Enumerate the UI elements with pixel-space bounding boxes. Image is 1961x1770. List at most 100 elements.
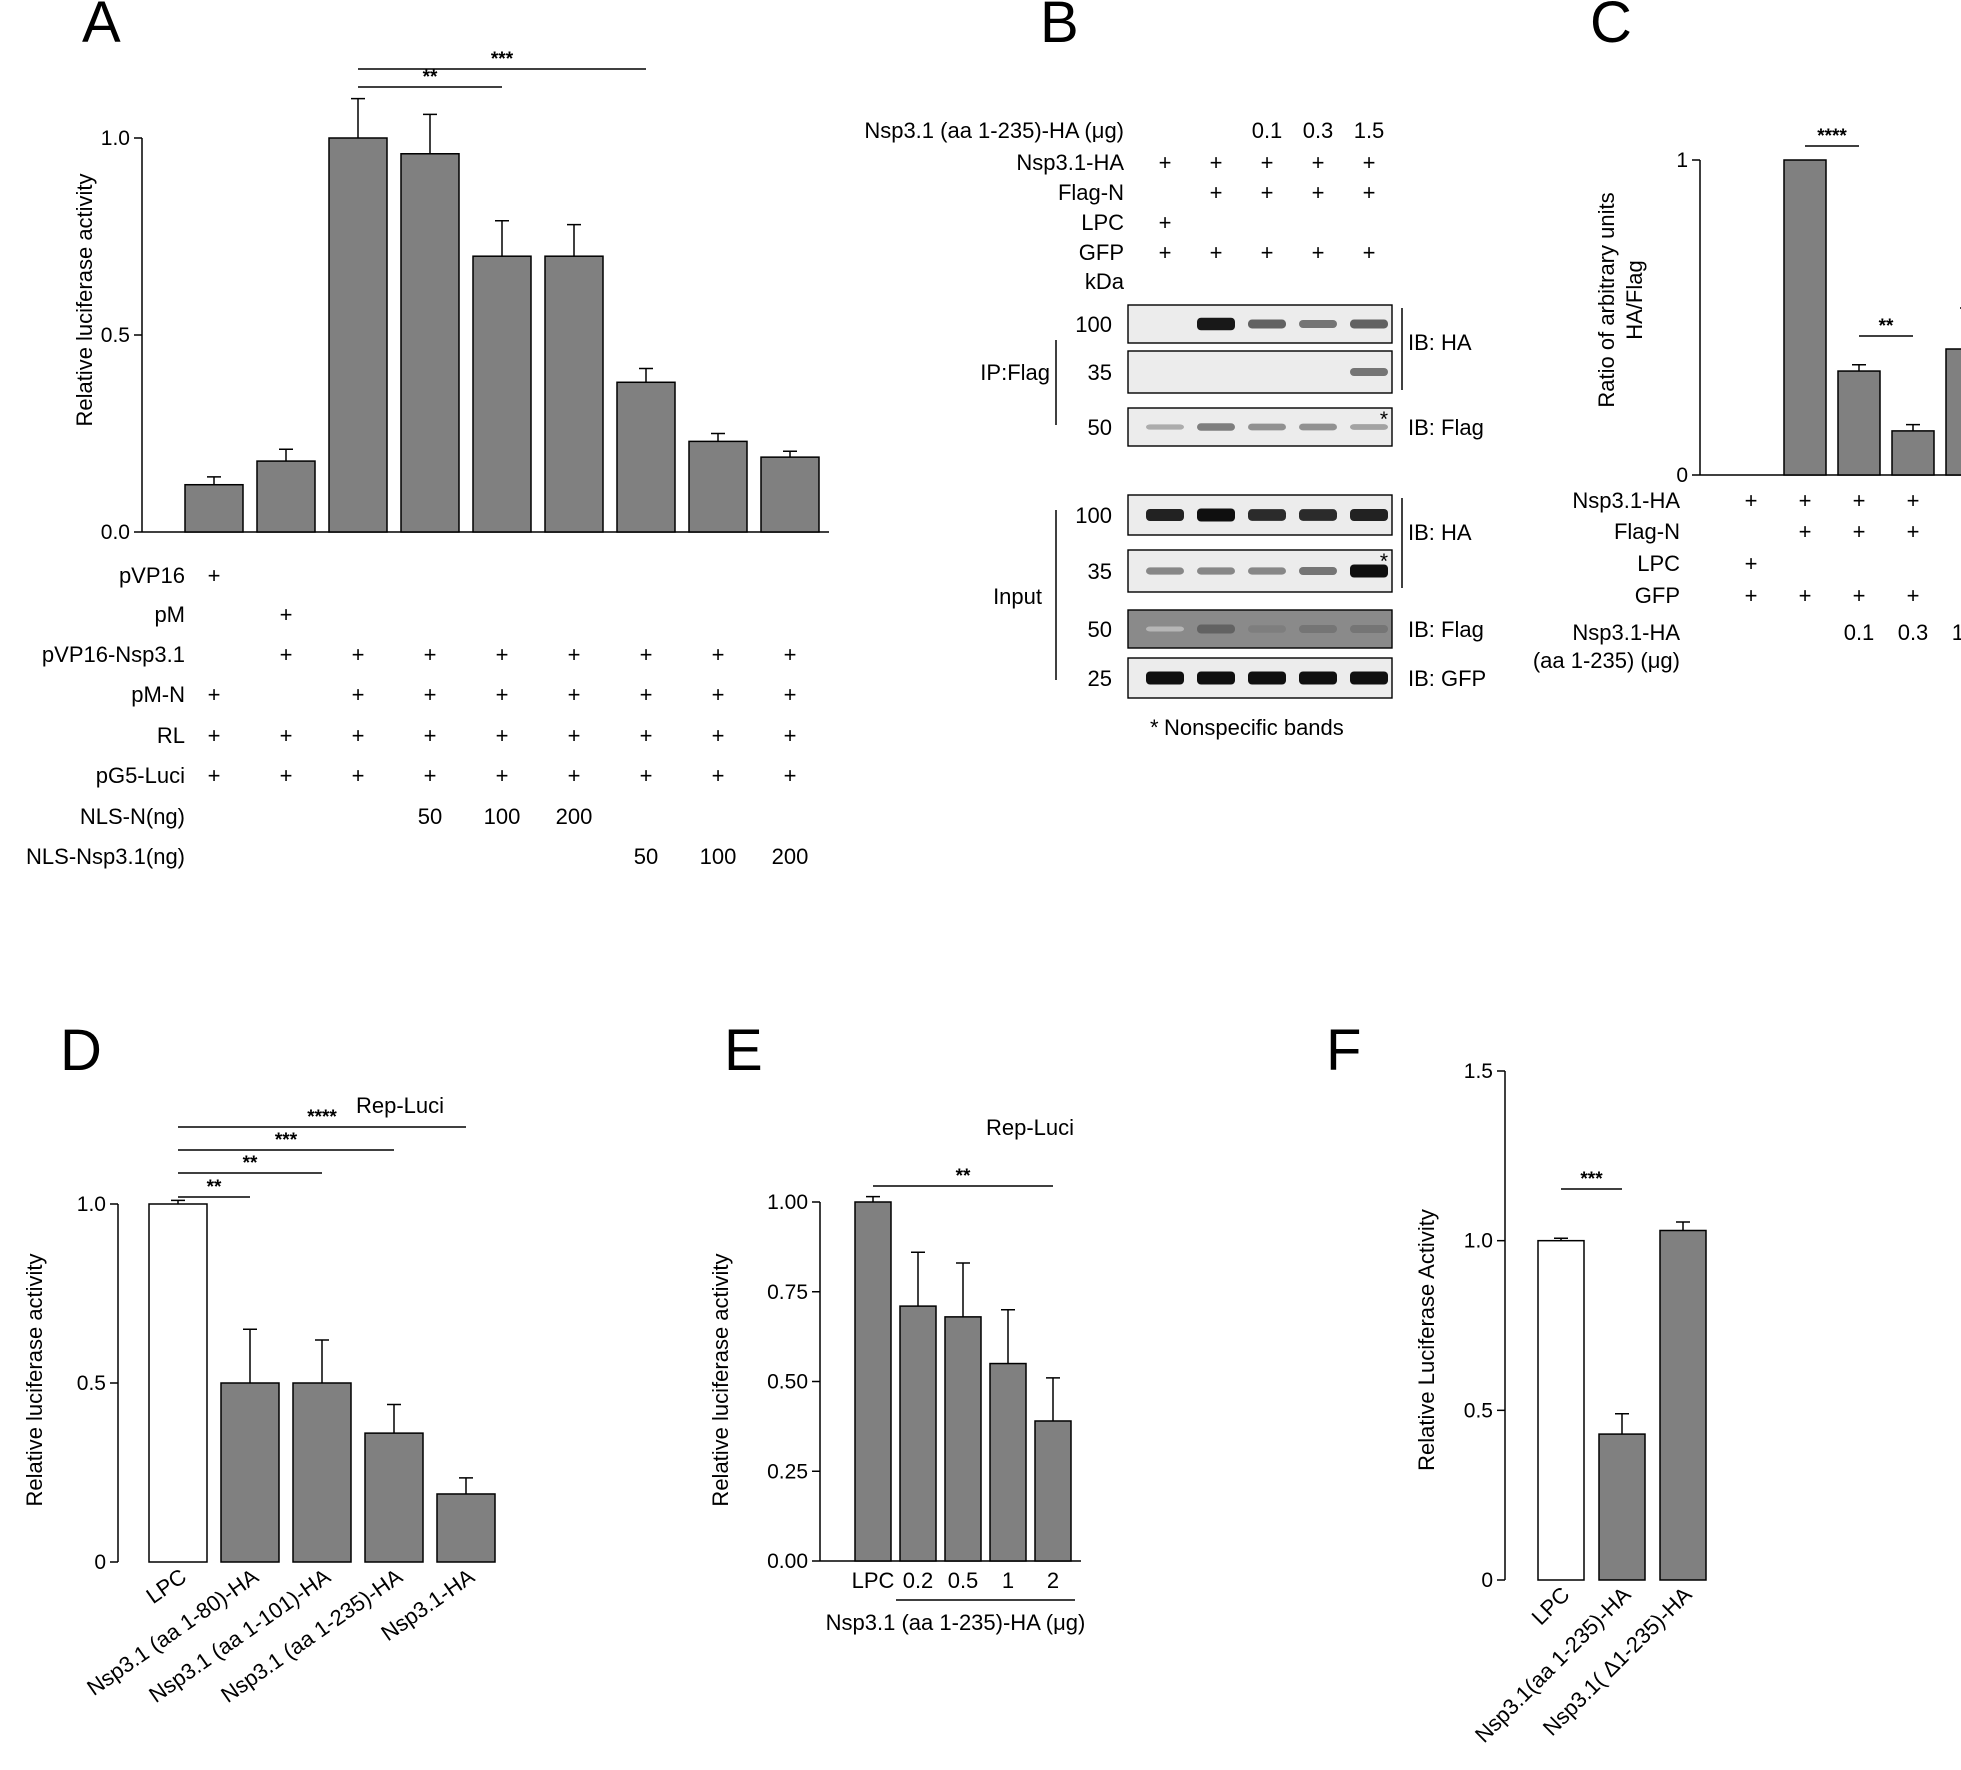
a-condition-cell: +: [640, 723, 653, 748]
c-y-tick-label: 1: [1676, 149, 1688, 172]
a-condition-cell: +: [496, 642, 509, 667]
a-condition-cell: +: [208, 763, 221, 788]
a-condition-row-label: pM: [154, 602, 185, 627]
d-y-axis-label: Relative luciferase activity: [22, 1253, 47, 1506]
a-error-bar: [351, 97, 365, 138]
c-condition-row-label: Flag-N: [1614, 519, 1680, 544]
d-error-bar: [315, 1339, 329, 1383]
e-category-label: 1: [1002, 1568, 1014, 1593]
b-header-row-label: Nsp3.1-HA: [1016, 150, 1124, 175]
b-ib-label: IB: HA: [1408, 330, 1472, 355]
a-condition-cell: +: [280, 723, 293, 748]
a-condition-row-label-line: pVP16: [119, 563, 185, 588]
e-error-bar: [1001, 1308, 1015, 1364]
f-error-bar: [1554, 1237, 1568, 1241]
c-condition-row-label-line: GFP: [1635, 583, 1680, 608]
b-ib-label: IB: HA: [1408, 520, 1472, 545]
a-condition-cell: +: [784, 723, 797, 748]
b-kda-marker: 100: [1075, 503, 1112, 528]
a-condition-cell: +: [496, 682, 509, 707]
a-condition-row-label: pG5-Luci: [96, 763, 185, 788]
c-bar: [1837, 370, 1881, 476]
e-error-bar: [956, 1262, 970, 1317]
e-y-tick-label: 1.00: [767, 1191, 808, 1214]
c-y-tick-label: 0: [1676, 464, 1688, 487]
a-condition-cell: 100: [700, 844, 737, 869]
b-kda-label: kDa: [1085, 269, 1125, 294]
b-band: [1350, 319, 1388, 329]
c-condition-cell: +: [1745, 551, 1758, 576]
a-condition-cell: +: [496, 723, 509, 748]
d-significance-label: ****: [307, 1107, 337, 1128]
a-condition-row-label-line: pVP16-Nsp3.1: [42, 642, 185, 667]
d-bar: [436, 1493, 496, 1563]
a-condition-row-label-line: pG5-Luci: [96, 763, 185, 788]
b-band: [1146, 508, 1184, 522]
b-band: [1299, 671, 1337, 685]
b-header-cell: +: [1363, 150, 1376, 175]
a-condition-cell: +: [640, 763, 653, 788]
a-condition-cell: 50: [634, 844, 658, 869]
panel-label-d: D: [60, 1018, 102, 1083]
a-condition-cell: +: [568, 723, 581, 748]
d-error-bar: [243, 1328, 257, 1383]
b-input-label: Input: [993, 584, 1042, 609]
c-condition-cell: +: [1799, 519, 1812, 544]
e-y-tick-label: 0.25: [767, 1460, 808, 1483]
c-condition-row-label-line: Nsp3.1-HA: [1572, 620, 1680, 645]
a-condition-cell: +: [784, 763, 797, 788]
b-header-cell: +: [1363, 180, 1376, 205]
d-y-tick-label: 1.0: [77, 1193, 106, 1216]
a-condition-cell: +: [280, 642, 293, 667]
b-kda-marker: 25: [1088, 666, 1112, 691]
e-bar: [854, 1201, 892, 1562]
a-y-tick-label: 0.5: [101, 324, 130, 347]
b-band: [1350, 508, 1388, 522]
a-condition-cell: 100: [484, 804, 521, 829]
b-band: [1299, 624, 1337, 634]
c-condition-cell: +: [1853, 519, 1866, 544]
a-error-bar: [423, 113, 437, 154]
b-header-cell: +: [1210, 240, 1223, 265]
a-error-bar: [639, 367, 653, 383]
a-condition-row-label-line: NLS-Nsp3.1(ng): [26, 844, 185, 869]
a-bar: [400, 153, 460, 533]
d-significance-label: **: [243, 1153, 258, 1174]
c-condition-row-label: Nsp3.1-HA: [1572, 488, 1680, 513]
f-y-axis-label: Relative Luciferase Activity: [1414, 1209, 1439, 1471]
a-bar: [328, 137, 388, 533]
e-bar: [1034, 1420, 1072, 1562]
a-condition-row-label: RL: [157, 723, 185, 748]
c-condition-cell: +: [1799, 488, 1812, 513]
b-header-cell: +: [1210, 180, 1223, 205]
e-bar: [944, 1316, 982, 1562]
b-band: [1197, 317, 1235, 331]
c-error-bar: [1852, 364, 1866, 372]
a-condition-cell: +: [208, 563, 221, 588]
e-y-tick-label: 0.75: [767, 1281, 808, 1304]
b-kda-marker: 35: [1088, 559, 1112, 584]
a-condition-cell: 50: [418, 804, 442, 829]
b-band: [1197, 423, 1235, 431]
b-header-row-label: GFP: [1079, 240, 1124, 265]
e-bar: [989, 1362, 1027, 1562]
c-bar: [1945, 348, 1961, 476]
a-condition-row-label: pVP16: [119, 563, 185, 588]
f-y-tick-label: 1.0: [1464, 1230, 1493, 1253]
a-y-axis-label: Relative luciferase activity: [72, 173, 97, 426]
a-condition-cell: +: [424, 763, 437, 788]
b-band: [1299, 566, 1337, 576]
c-condition-cell: 1.5: [1952, 620, 1961, 645]
b-header-cell: +: [1159, 150, 1172, 175]
b-band: [1350, 624, 1388, 634]
a-condition-cell: 200: [772, 844, 809, 869]
d-significance-label: **: [207, 1177, 222, 1198]
a-condition-row-label: pVP16-Nsp3.1: [42, 642, 185, 667]
b-footnote-star: *: [1150, 715, 1159, 740]
d-y-axis-label-line: Relative luciferase activity: [22, 1253, 47, 1506]
d-bar: [364, 1432, 424, 1563]
a-condition-cell: +: [568, 642, 581, 667]
a-condition-cell: +: [640, 642, 653, 667]
